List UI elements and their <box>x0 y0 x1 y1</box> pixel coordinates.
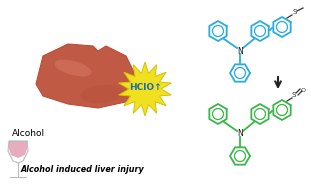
Text: Alcohol induced liver injury: Alcohol induced liver injury <box>20 164 144 174</box>
Text: Alcohol: Alcohol <box>12 129 45 139</box>
Text: S: S <box>293 9 297 15</box>
Ellipse shape <box>81 85 125 103</box>
Polygon shape <box>119 62 171 116</box>
Polygon shape <box>9 141 27 158</box>
Text: HClO↑: HClO↑ <box>129 84 161 92</box>
Text: N: N <box>237 46 243 56</box>
Ellipse shape <box>54 60 91 76</box>
Text: O: O <box>300 88 305 94</box>
Text: S: S <box>292 92 296 98</box>
Polygon shape <box>36 44 136 108</box>
Text: N: N <box>237 129 243 139</box>
